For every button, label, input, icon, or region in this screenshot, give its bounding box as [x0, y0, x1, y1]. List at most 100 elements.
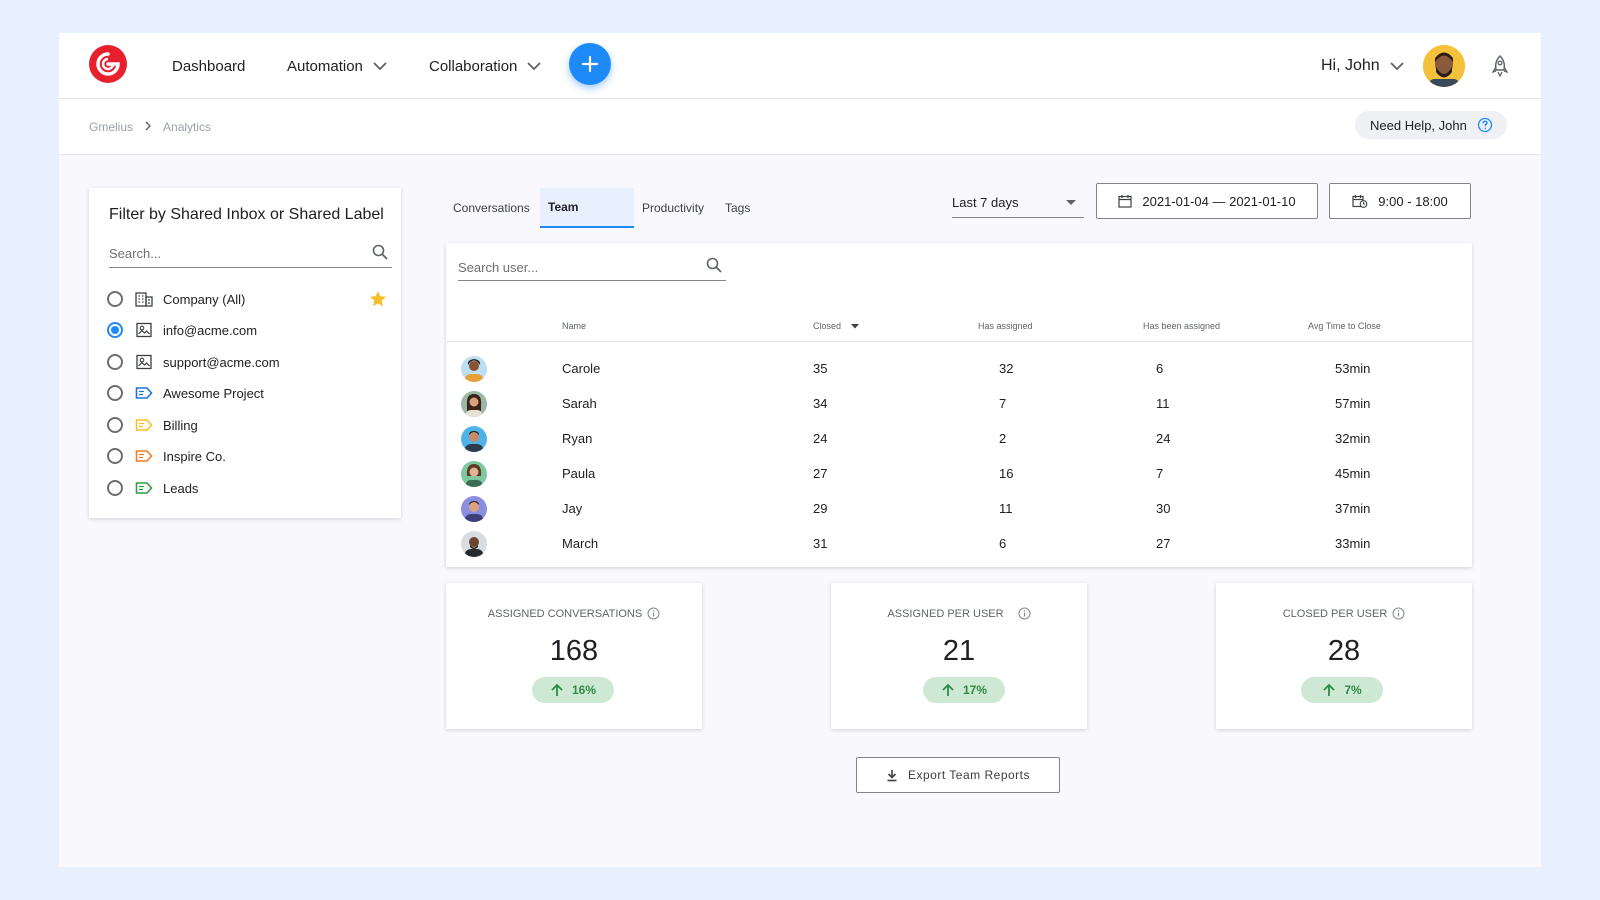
table-row[interactable]: March 31 6 27 33min	[446, 526, 1472, 561]
avg-time-value: 37min	[1335, 501, 1371, 516]
nav-dashboard-label: Dashboard	[172, 57, 246, 75]
column-header-closed[interactable]: Closed	[813, 321, 860, 331]
table-row[interactable]: Carole 35 32 6 53min	[446, 351, 1472, 386]
user-name: Ryan	[562, 431, 593, 446]
rocket-icon[interactable]	[1491, 54, 1509, 82]
radio-button[interactable]	[107, 480, 123, 496]
stat-value: 28	[1327, 635, 1361, 667]
avg-time-value: 33min	[1335, 536, 1371, 551]
date-picker-button[interactable]: 2021-01-04 — 2021-01-10	[1096, 183, 1318, 219]
radio-button-selected[interactable]	[107, 322, 123, 338]
radio-button[interactable]	[107, 291, 123, 307]
filter-item-label: Leads	[163, 480, 199, 496]
stat-label: ASSIGNED CONVERSATIONS	[446, 607, 702, 620]
search-icon[interactable]	[372, 244, 388, 260]
caret-down-icon	[1066, 200, 1076, 205]
column-header-avg-time: Avg Time to Close	[1308, 321, 1381, 331]
avg-time-value: 45min	[1335, 466, 1371, 481]
stat-label: CLOSED PER USER	[1216, 607, 1472, 620]
column-header-label: Closed	[813, 321, 842, 331]
building-icon	[135, 292, 153, 307]
chevron-down-icon	[1390, 61, 1404, 70]
radio-button[interactable]	[107, 417, 123, 433]
filter-item-company-all[interactable]: Company (All)	[107, 285, 393, 313]
sort-down-icon	[851, 323, 860, 328]
filter-item-inspire-co[interactable]: Inspire Co.	[107, 442, 393, 470]
user-menu[interactable]: Hi, John	[1321, 33, 1404, 99]
table-row[interactable]: Paula 27 16 7 45min	[446, 456, 1472, 491]
create-new-button[interactable]	[569, 43, 611, 85]
avatar	[461, 356, 487, 382]
radio-button[interactable]	[107, 385, 123, 401]
avatar[interactable]	[1423, 45, 1465, 87]
export-team-reports-button[interactable]: Export Team Reports	[856, 757, 1060, 793]
filter-search-input[interactable]	[109, 240, 349, 266]
date-range-select[interactable]: Last 7 days	[952, 188, 1084, 218]
filter-item-label: Awesome Project	[163, 385, 264, 401]
table-row[interactable]: Jay 29 11 30 37min	[446, 491, 1472, 526]
label-icon	[135, 387, 153, 399]
date-range-text: 2021-01-04 — 2021-01-10	[1142, 193, 1296, 209]
filter-item-support-acme[interactable]: support@acme.com	[107, 348, 393, 376]
inbox-icon	[136, 322, 152, 338]
filter-item-info-acme[interactable]: info@acme.com	[107, 316, 393, 344]
filter-item-label: Inspire Co.	[163, 448, 226, 464]
chevron-down-icon	[373, 61, 387, 70]
filter-item-label: Company (All)	[163, 291, 246, 307]
been-assigned-count: 30	[1156, 501, 1171, 516]
gmelius-logo-icon[interactable]	[89, 45, 127, 83]
trend-badge: 7%	[1301, 677, 1383, 703]
arrow-up-icon	[1323, 683, 1335, 696]
nav-collaboration-label: Collaboration	[429, 57, 518, 75]
filter-panel: Filter by Shared Inbox or Shared Label C…	[89, 188, 401, 518]
tab-label: Tags	[725, 201, 751, 215]
has-assigned-count: 7	[999, 396, 1007, 411]
star-icon[interactable]	[369, 290, 387, 308]
radio-button[interactable]	[107, 448, 123, 464]
info-icon[interactable]	[647, 607, 660, 620]
info-icon[interactable]	[1018, 607, 1031, 620]
stat-label-text: ASSIGNED CONVERSATIONS	[487, 607, 643, 620]
closed-count: 27	[813, 466, 828, 481]
info-icon[interactable]	[1392, 607, 1405, 620]
filter-item-leads[interactable]: Leads	[107, 474, 393, 502]
filter-search	[109, 240, 392, 268]
date-range-value: Last 7 days	[952, 195, 1019, 210]
filter-item-label: Billing	[163, 417, 198, 433]
tab-tags[interactable]: Tags	[713, 188, 762, 228]
been-assigned-count: 27	[1156, 536, 1171, 551]
table-row[interactable]: Sarah 34 7 11 57min	[446, 386, 1472, 421]
calendar-clock-icon	[1352, 195, 1368, 208]
breadcrumb-current: Analytics	[163, 120, 212, 134]
nav-dashboard[interactable]: Dashboard	[172, 33, 245, 99]
trend-badge: 16%	[532, 677, 614, 703]
tab-conversations[interactable]: Conversations	[441, 188, 542, 228]
tab-productivity[interactable]: Productivity	[630, 188, 716, 228]
filter-item-billing[interactable]: Billing	[107, 411, 393, 439]
column-header-name: Name	[562, 321, 587, 331]
need-help-button[interactable]: Need Help, John	[1355, 111, 1507, 139]
user-search-input[interactable]	[458, 255, 688, 279]
table-row[interactable]: Ryan 24 2 24 32min	[446, 421, 1472, 456]
avg-time-value: 57min	[1335, 396, 1371, 411]
search-icon[interactable]	[706, 257, 722, 273]
filter-item-awesome-project[interactable]: Awesome Project	[107, 379, 393, 407]
has-assigned-count: 32	[999, 361, 1014, 376]
radio-button[interactable]	[107, 354, 123, 370]
nav-automation[interactable]: Automation	[287, 33, 387, 99]
stat-value: 21	[942, 635, 976, 667]
stat-card-assigned-per-user: ASSIGNED PER USER 21 17%	[831, 583, 1087, 729]
avatar	[461, 496, 487, 522]
user-name: Sarah	[562, 396, 597, 411]
stat-value: 168	[549, 635, 599, 667]
arrow-up-icon	[942, 683, 954, 696]
tab-team[interactable]: Team	[540, 188, 634, 228]
closed-count: 31	[813, 536, 828, 551]
breadcrumb-root[interactable]: Gmelius	[89, 120, 134, 134]
trend-value: 17%	[962, 683, 988, 697]
chevron-down-icon	[527, 61, 542, 70]
business-hours-button[interactable]: 9:00 - 18:00	[1329, 183, 1471, 219]
nav-collaboration[interactable]: Collaboration	[429, 33, 542, 99]
avatar	[461, 531, 487, 557]
help-icon	[1477, 117, 1492, 133]
